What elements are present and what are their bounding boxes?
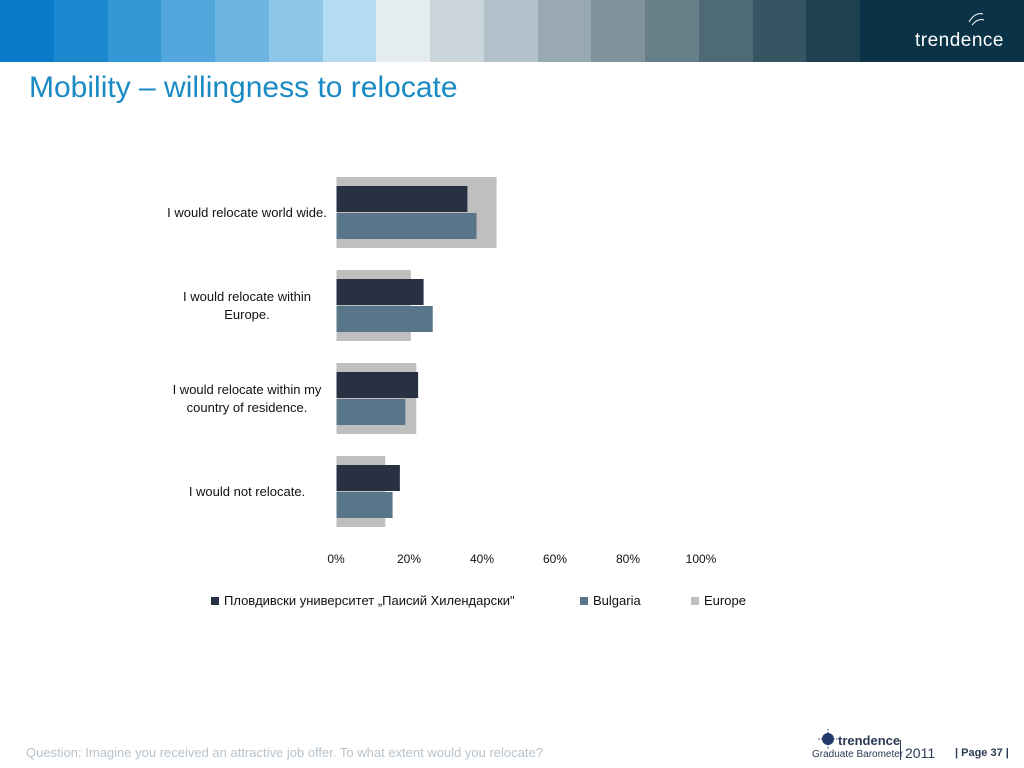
footer-separator	[900, 740, 901, 760]
category-label: I would relocate within my	[173, 382, 322, 397]
brand-name: trendence	[914, 30, 1004, 51]
category-label: I would relocate world wide.	[167, 205, 327, 220]
footer-brand: trendence	[838, 733, 901, 748]
footer-sub: Graduate Barometer	[812, 749, 904, 760]
category-label: I would not relocate.	[189, 484, 305, 499]
banner-strip	[161, 0, 215, 62]
legend-label-europe: Europe	[704, 593, 746, 608]
bar-bulgaria	[336, 213, 477, 239]
x-tick-label: 20%	[397, 552, 421, 566]
banner-strip	[860, 0, 1024, 62]
x-tick-label: 0%	[327, 552, 345, 566]
category-label: I would relocate within	[183, 289, 311, 304]
trendence-logo-icon	[968, 13, 985, 26]
banner-strip	[537, 0, 592, 62]
category-label: Europe.	[224, 307, 270, 322]
legend-swatch-university	[211, 596, 219, 605]
x-tick-label: 40%	[470, 552, 494, 566]
banner-strip	[215, 0, 269, 62]
banner-strip	[806, 0, 860, 62]
bar-bulgaria	[336, 492, 393, 518]
banner-strip	[430, 0, 484, 62]
banner-strip	[107, 0, 162, 62]
bar-bulgaria	[336, 399, 406, 425]
bar-bulgaria	[336, 306, 433, 332]
page-title: Mobility – willingness to relocate	[29, 71, 458, 104]
legend-label-university: Пловдивски университет „Паисий Хилендарс…	[224, 593, 515, 608]
banner-strip	[645, 0, 699, 62]
bar-university	[336, 186, 468, 212]
bar-university	[336, 372, 419, 398]
legend-swatch-europe	[691, 596, 699, 605]
banner-strip	[376, 0, 430, 62]
survey-question: Question: Imagine you received an attrac…	[26, 745, 543, 760]
legend-swatch-bulgaria	[580, 596, 588, 605]
category-label: country of residence.	[187, 400, 308, 415]
x-tick-label: 100%	[686, 552, 717, 566]
bar-university	[336, 465, 400, 491]
banner-strip	[322, 0, 377, 62]
legend-item-bulgaria: Bulgaria	[580, 593, 641, 608]
x-tick-label: 60%	[543, 552, 567, 566]
banner-strip	[752, 0, 807, 62]
trendence-footer-logo-icon	[818, 729, 838, 749]
page-number: | Page 37 |	[955, 747, 1009, 759]
banner-strip	[53, 0, 108, 62]
bar-university	[336, 279, 424, 305]
legend-item-europe: Europe	[691, 593, 746, 608]
banner-strip	[698, 0, 753, 62]
banner-strip	[483, 0, 538, 62]
header-banner	[0, 0, 1024, 62]
bar-chart: I would relocate world wide. I would relo…	[167, 177, 717, 566]
legend-item-university: Пловдивски университет „Паисий Хилендарс…	[211, 593, 515, 608]
banner-strip	[268, 0, 323, 62]
banner-strip	[0, 0, 54, 62]
x-tick-label: 80%	[616, 552, 640, 566]
legend-label-bulgaria: Bulgaria	[593, 593, 641, 608]
footer-year: 2011	[905, 745, 936, 761]
banner-strip	[591, 0, 645, 62]
